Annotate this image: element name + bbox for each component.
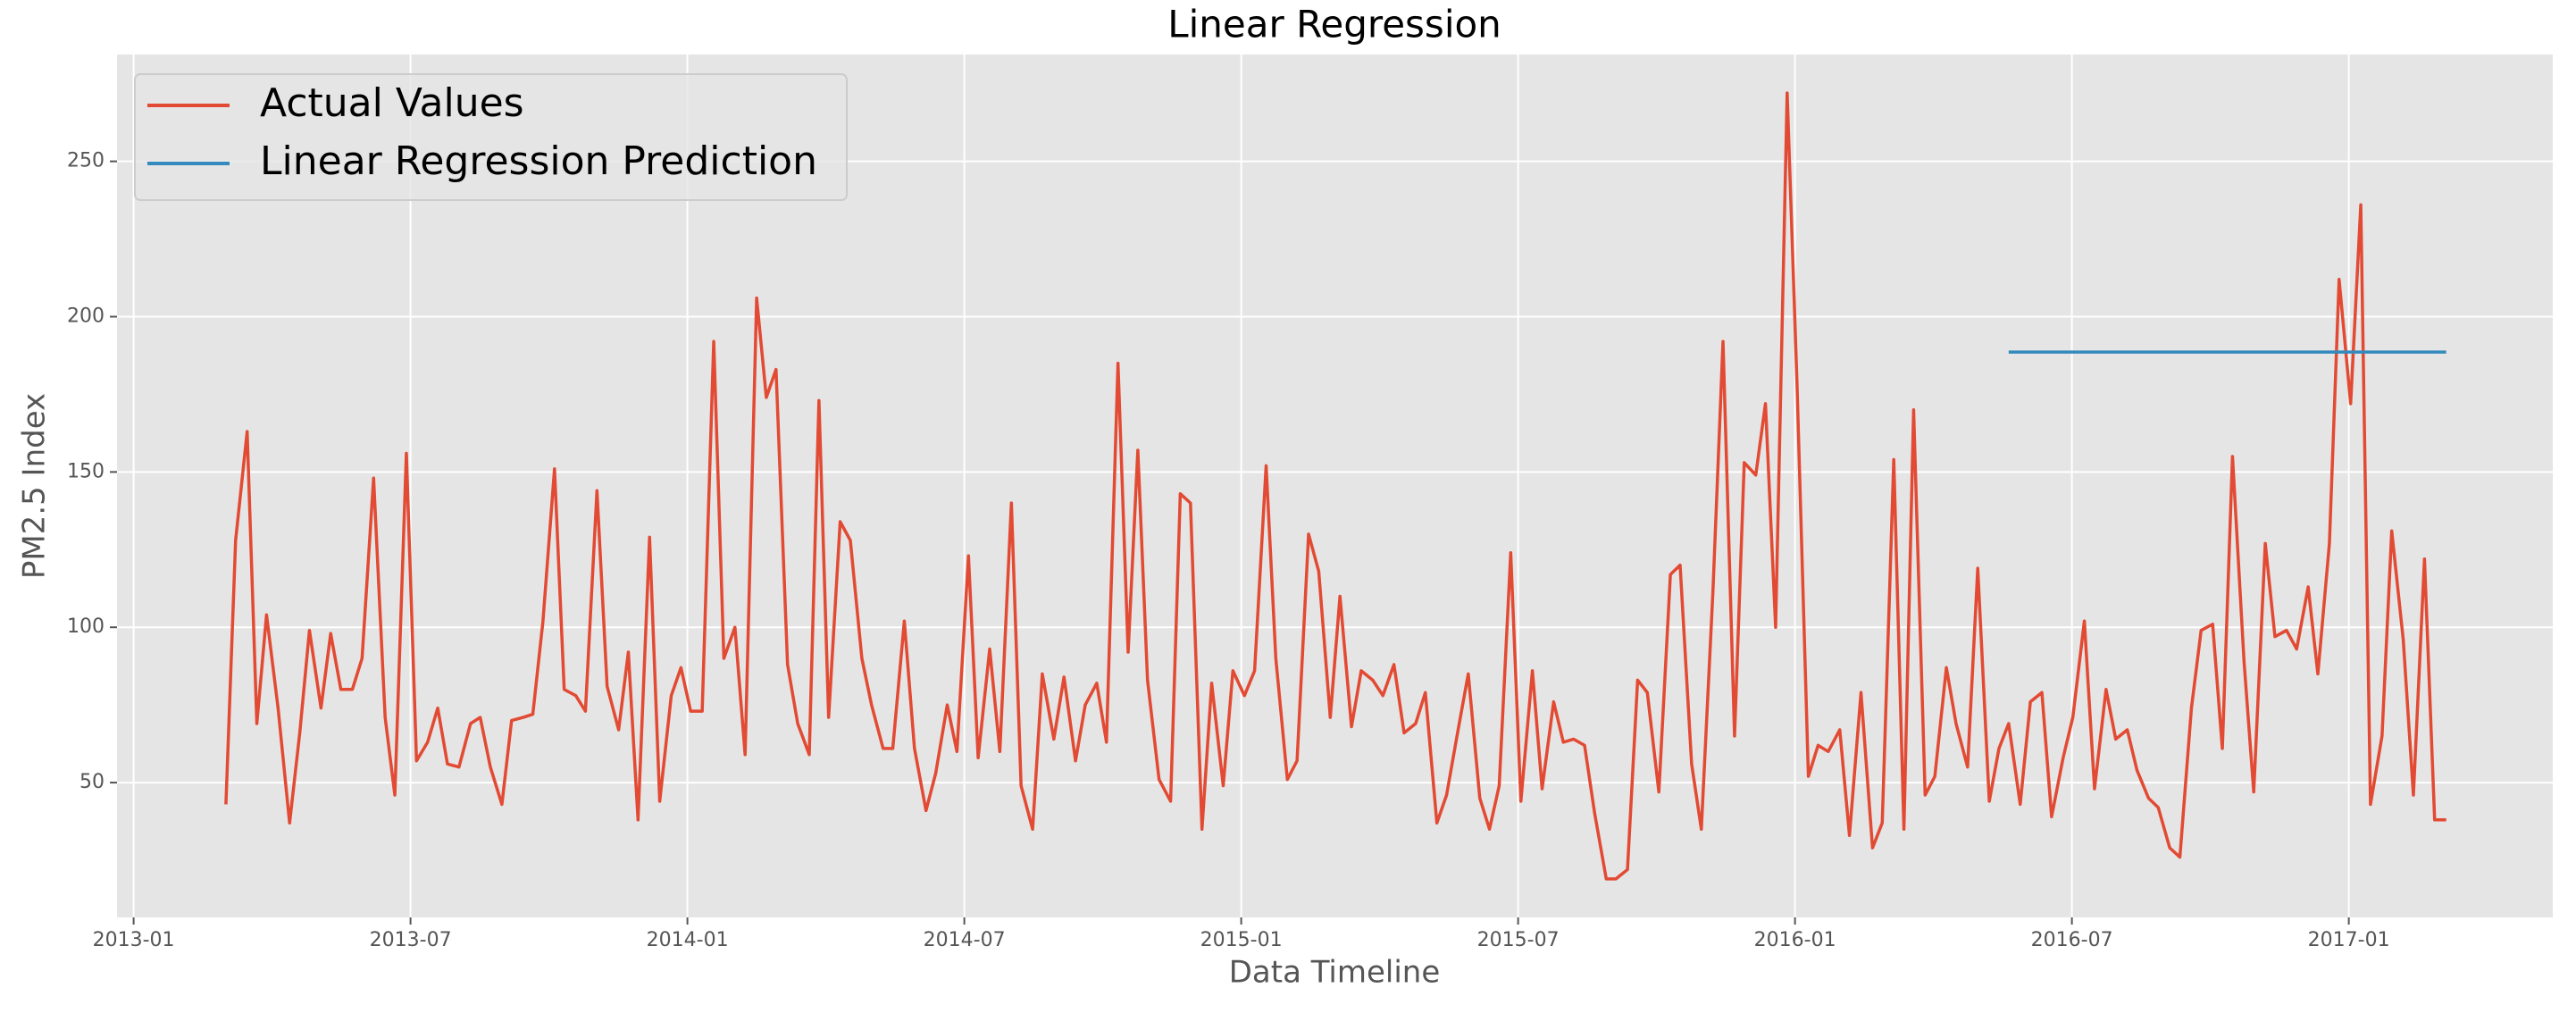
x-tick-label: 2013-01 xyxy=(93,929,175,951)
x-tick-label: 2014-07 xyxy=(924,929,1006,951)
y-tick-label: 50 xyxy=(79,771,105,793)
x-tick-label: 2016-07 xyxy=(2031,929,2113,951)
chart-title: Linear Regression xyxy=(1167,3,1501,46)
x-tick-label: 2017-01 xyxy=(2308,929,2390,951)
x-axis-label: Data Timeline xyxy=(1229,955,1441,991)
x-tick-label: 2015-01 xyxy=(1200,929,1283,951)
x-tick-label: 2016-01 xyxy=(1754,929,1836,951)
y-axis-label: PM2.5 Index xyxy=(17,393,53,579)
x-tick-label: 2014-01 xyxy=(647,929,729,951)
y-tick-label: 150 xyxy=(67,460,105,482)
x-tick-label: 2013-07 xyxy=(370,929,452,951)
legend-box xyxy=(134,73,848,201)
legend-label: Actual Values xyxy=(260,80,524,126)
y-tick-label: 100 xyxy=(67,615,105,638)
series-line xyxy=(224,91,2446,881)
x-tick-label: 2015-07 xyxy=(1477,929,1560,951)
y-tick-label: 250 xyxy=(67,150,105,172)
legend-label: Linear Regression Prediction xyxy=(260,138,817,184)
y-tick-label: 200 xyxy=(67,305,105,327)
